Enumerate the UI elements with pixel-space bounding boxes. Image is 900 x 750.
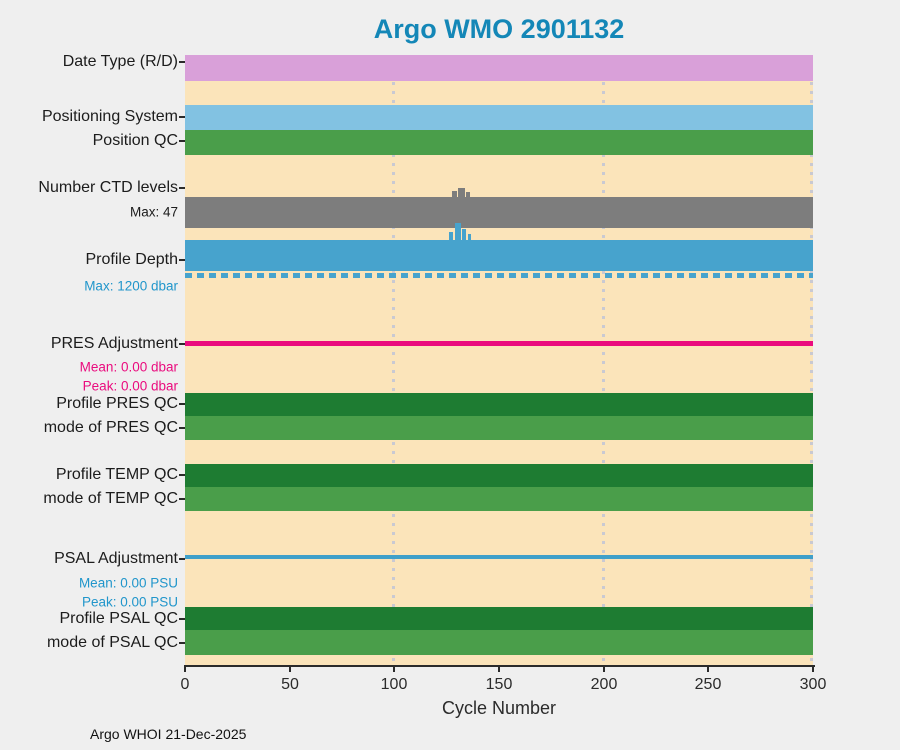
band-profile-temp-qc — [185, 464, 813, 487]
band-profile-depth — [185, 240, 813, 271]
x-tick — [393, 665, 395, 672]
gridline-cycle-100 — [392, 55, 395, 665]
row-label-mode-psal-qc: mode of PSAL QC — [46, 634, 178, 651]
ctd-levels-bump — [458, 188, 465, 197]
y-tick — [179, 427, 185, 429]
x-tick — [707, 665, 709, 672]
y-tick — [179, 618, 185, 620]
row-label-psal-adjustment: PSAL Adjustment — [54, 550, 178, 567]
row-label-position-qc: Position QC — [92, 132, 178, 149]
band-profile-psal-qc — [185, 607, 813, 630]
band-date-type — [185, 55, 813, 81]
row-label-date-type: Date Type (R/D) — [62, 53, 178, 70]
x-tick — [812, 665, 814, 672]
row-sublabel-psal-peak: Peak: 0.00 PSU — [81, 594, 178, 610]
row-label-pres-adjustment: PRES Adjustment — [50, 335, 178, 352]
x-axis-title: Cycle Number — [441, 698, 557, 718]
profile-depth-spike — [455, 223, 461, 240]
line-pres-adjustment — [185, 341, 813, 346]
x-tick — [603, 665, 605, 672]
x-tick-label: 0 — [180, 676, 190, 693]
line-psal-adjustment — [185, 555, 813, 559]
y-tick — [179, 343, 185, 345]
row-sublabel-pres-peak: Peak: 0.00 dbar — [82, 378, 178, 394]
y-tick — [179, 642, 185, 644]
ctd-levels-bump — [452, 191, 457, 197]
x-tick-label: 200 — [590, 676, 618, 693]
band-mode-psal-qc — [185, 630, 813, 655]
y-tick — [179, 116, 185, 118]
band-mode-pres-qc — [185, 416, 813, 440]
row-label-profile-temp-qc: Profile TEMP QC — [55, 466, 178, 483]
profile-depth-spike — [468, 234, 471, 240]
y-tick — [179, 498, 185, 500]
y-tick — [179, 474, 185, 476]
x-tick-label: 300 — [799, 676, 827, 693]
y-tick — [179, 140, 185, 142]
x-tick — [289, 665, 291, 672]
row-sublabel-pres-mean: Mean: 0.00 dbar — [79, 359, 178, 375]
attribution-text: Argo WHOI 21-Dec-2025 — [90, 726, 247, 742]
row-label-mode-pres-qc: mode of PRES QC — [43, 419, 178, 436]
y-tick — [179, 403, 185, 405]
row-sublabel-ctd-max: Max: 47 — [129, 204, 178, 220]
x-tick — [498, 665, 500, 672]
gridline-cycle-200 — [602, 55, 605, 665]
row-sublabel-psal-mean: Mean: 0.00 PSU — [78, 575, 178, 591]
band-profile-pres-qc — [185, 393, 813, 416]
profile-depth-spike — [462, 229, 466, 240]
y-tick — [179, 259, 185, 261]
x-tick-label: 150 — [485, 676, 513, 693]
y-tick — [179, 61, 185, 63]
plot-area — [185, 55, 813, 665]
x-tick — [184, 665, 186, 672]
gridline-cycle-300 — [810, 55, 813, 665]
row-label-profile-pres-qc: Profile PRES QC — [56, 395, 178, 412]
ctd-levels-bump — [466, 192, 470, 197]
band-mode-temp-qc — [185, 487, 813, 511]
row-label-profile-psal-qc: Profile PSAL QC — [59, 610, 178, 627]
x-tick-label: 250 — [694, 676, 722, 693]
row-sublabel-depth-max: Max: 1200 dbar — [84, 278, 178, 294]
band-positioning-system — [185, 105, 813, 130]
x-axis-line — [185, 665, 815, 667]
band-ctd-levels — [185, 197, 813, 228]
profile-depth-spike — [449, 232, 453, 240]
row-label-ctd-levels: Number CTD levels — [38, 179, 178, 196]
band-position-qc — [185, 130, 813, 155]
x-tick-label: 50 — [281, 676, 299, 693]
row-label-profile-depth: Profile Depth — [85, 251, 179, 268]
y-tick — [179, 187, 185, 189]
x-tick-label: 100 — [380, 676, 408, 693]
row-label-positioning-system: Positioning System — [41, 108, 178, 125]
profile-depth-dashes — [185, 273, 813, 278]
row-label-mode-temp-qc: mode of TEMP QC — [43, 490, 178, 507]
chart-title: Argo WMO 2901132 — [373, 14, 625, 44]
y-tick — [179, 558, 185, 560]
